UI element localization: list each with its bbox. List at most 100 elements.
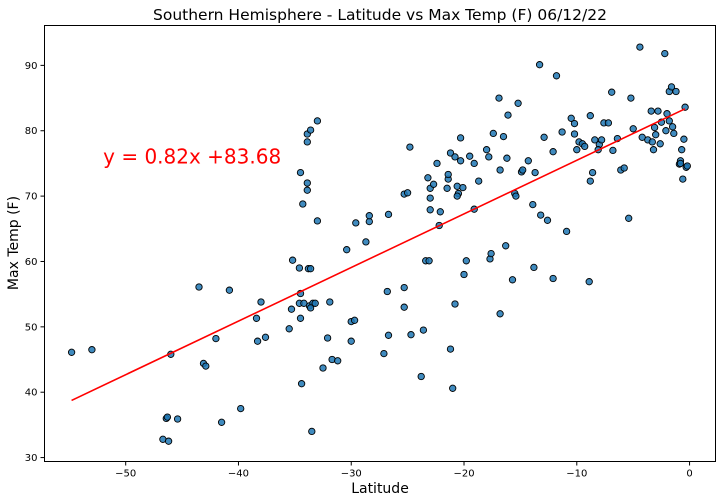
data-point [296, 314, 305, 322]
data-point [549, 274, 557, 283]
data-point [365, 217, 373, 226]
data-point [252, 314, 261, 322]
data-point [163, 413, 172, 421]
data-point [451, 300, 459, 308]
data-point [530, 263, 538, 272]
data-point [573, 146, 581, 154]
data-point [570, 130, 579, 138]
plot-frame [44, 25, 716, 462]
data-point [202, 362, 210, 370]
data-point [285, 325, 293, 333]
data-point [585, 278, 593, 286]
data-point [459, 183, 467, 192]
data-point [334, 357, 342, 365]
data-point [319, 364, 327, 372]
data-point [586, 177, 594, 185]
data-point [303, 179, 311, 187]
data-point [433, 159, 441, 168]
data-point [629, 125, 637, 133]
data-point [609, 146, 617, 155]
data-point [164, 437, 173, 445]
data-point [514, 99, 522, 107]
data-point [287, 305, 296, 313]
y-tick-label: 80 [25, 126, 38, 137]
data-point [212, 334, 220, 343]
data-point [529, 200, 537, 209]
data-point [419, 326, 428, 334]
data-point [362, 238, 370, 246]
data-point [537, 211, 545, 219]
data-point [426, 206, 434, 214]
data-point [499, 132, 508, 141]
data-point [676, 159, 685, 168]
data-point [297, 380, 306, 388]
data-point [462, 257, 470, 265]
data-point [668, 123, 677, 131]
data-point [173, 415, 182, 423]
data-point [656, 140, 664, 148]
data-point [350, 316, 359, 324]
data-point [625, 214, 633, 222]
regression-equation: y = 0.82x +83.68 [103, 144, 281, 168]
data-point [647, 107, 655, 115]
data-point [323, 334, 332, 342]
data-point [683, 162, 691, 170]
y-axis-title: Max Temp (F) [6, 196, 22, 290]
y-tick-label: 90 [25, 61, 38, 72]
x-tick-label: 0 [686, 469, 692, 480]
data-point [88, 346, 96, 354]
data-point [620, 164, 628, 172]
data-point [540, 133, 548, 141]
regression-line [71, 108, 686, 402]
x-axis-ticks: −50 −40 −30 −20 −10 0 [115, 461, 693, 480]
data-point [429, 180, 438, 188]
data-point [288, 256, 297, 264]
data-point [295, 264, 304, 272]
data-point [407, 331, 415, 339]
data-point [567, 114, 575, 122]
data-point [426, 194, 434, 202]
data-point [446, 345, 455, 353]
data-point [586, 112, 594, 120]
data-point [299, 200, 307, 208]
data-point [384, 331, 393, 339]
y-tick-label: 60 [25, 257, 38, 268]
data-point [424, 174, 432, 182]
data-point [306, 265, 315, 273]
data-point [570, 119, 579, 128]
data-point [672, 87, 680, 96]
data-point [678, 146, 686, 154]
data-point [470, 159, 478, 168]
data-point [531, 168, 539, 177]
data-point [261, 333, 270, 341]
data-point [257, 298, 265, 306]
data-point [475, 177, 483, 185]
data-point [417, 372, 425, 381]
data-point [347, 337, 355, 345]
data-point [496, 310, 504, 318]
data-point [451, 153, 459, 161]
data-point [306, 126, 315, 134]
data-point [670, 129, 678, 138]
data-point [400, 303, 408, 311]
data-point [403, 189, 412, 197]
data-point [667, 83, 676, 91]
data-point [296, 168, 305, 177]
data-point [406, 143, 414, 151]
data-point [343, 246, 351, 254]
data-point [253, 337, 262, 345]
data-point [552, 72, 561, 80]
data-point [313, 117, 322, 125]
data-point [636, 43, 644, 51]
data-point [543, 216, 552, 224]
data-point [456, 157, 465, 165]
plot-area [67, 43, 691, 445]
data-point [383, 287, 391, 296]
y-axis-ticks: 30 40 50 60 70 80 90 [25, 61, 45, 464]
data-point [604, 119, 613, 127]
data-point [679, 175, 687, 183]
y-tick-label: 70 [25, 192, 38, 203]
x-tick-label: −40 [228, 469, 249, 480]
data-point [311, 299, 319, 307]
